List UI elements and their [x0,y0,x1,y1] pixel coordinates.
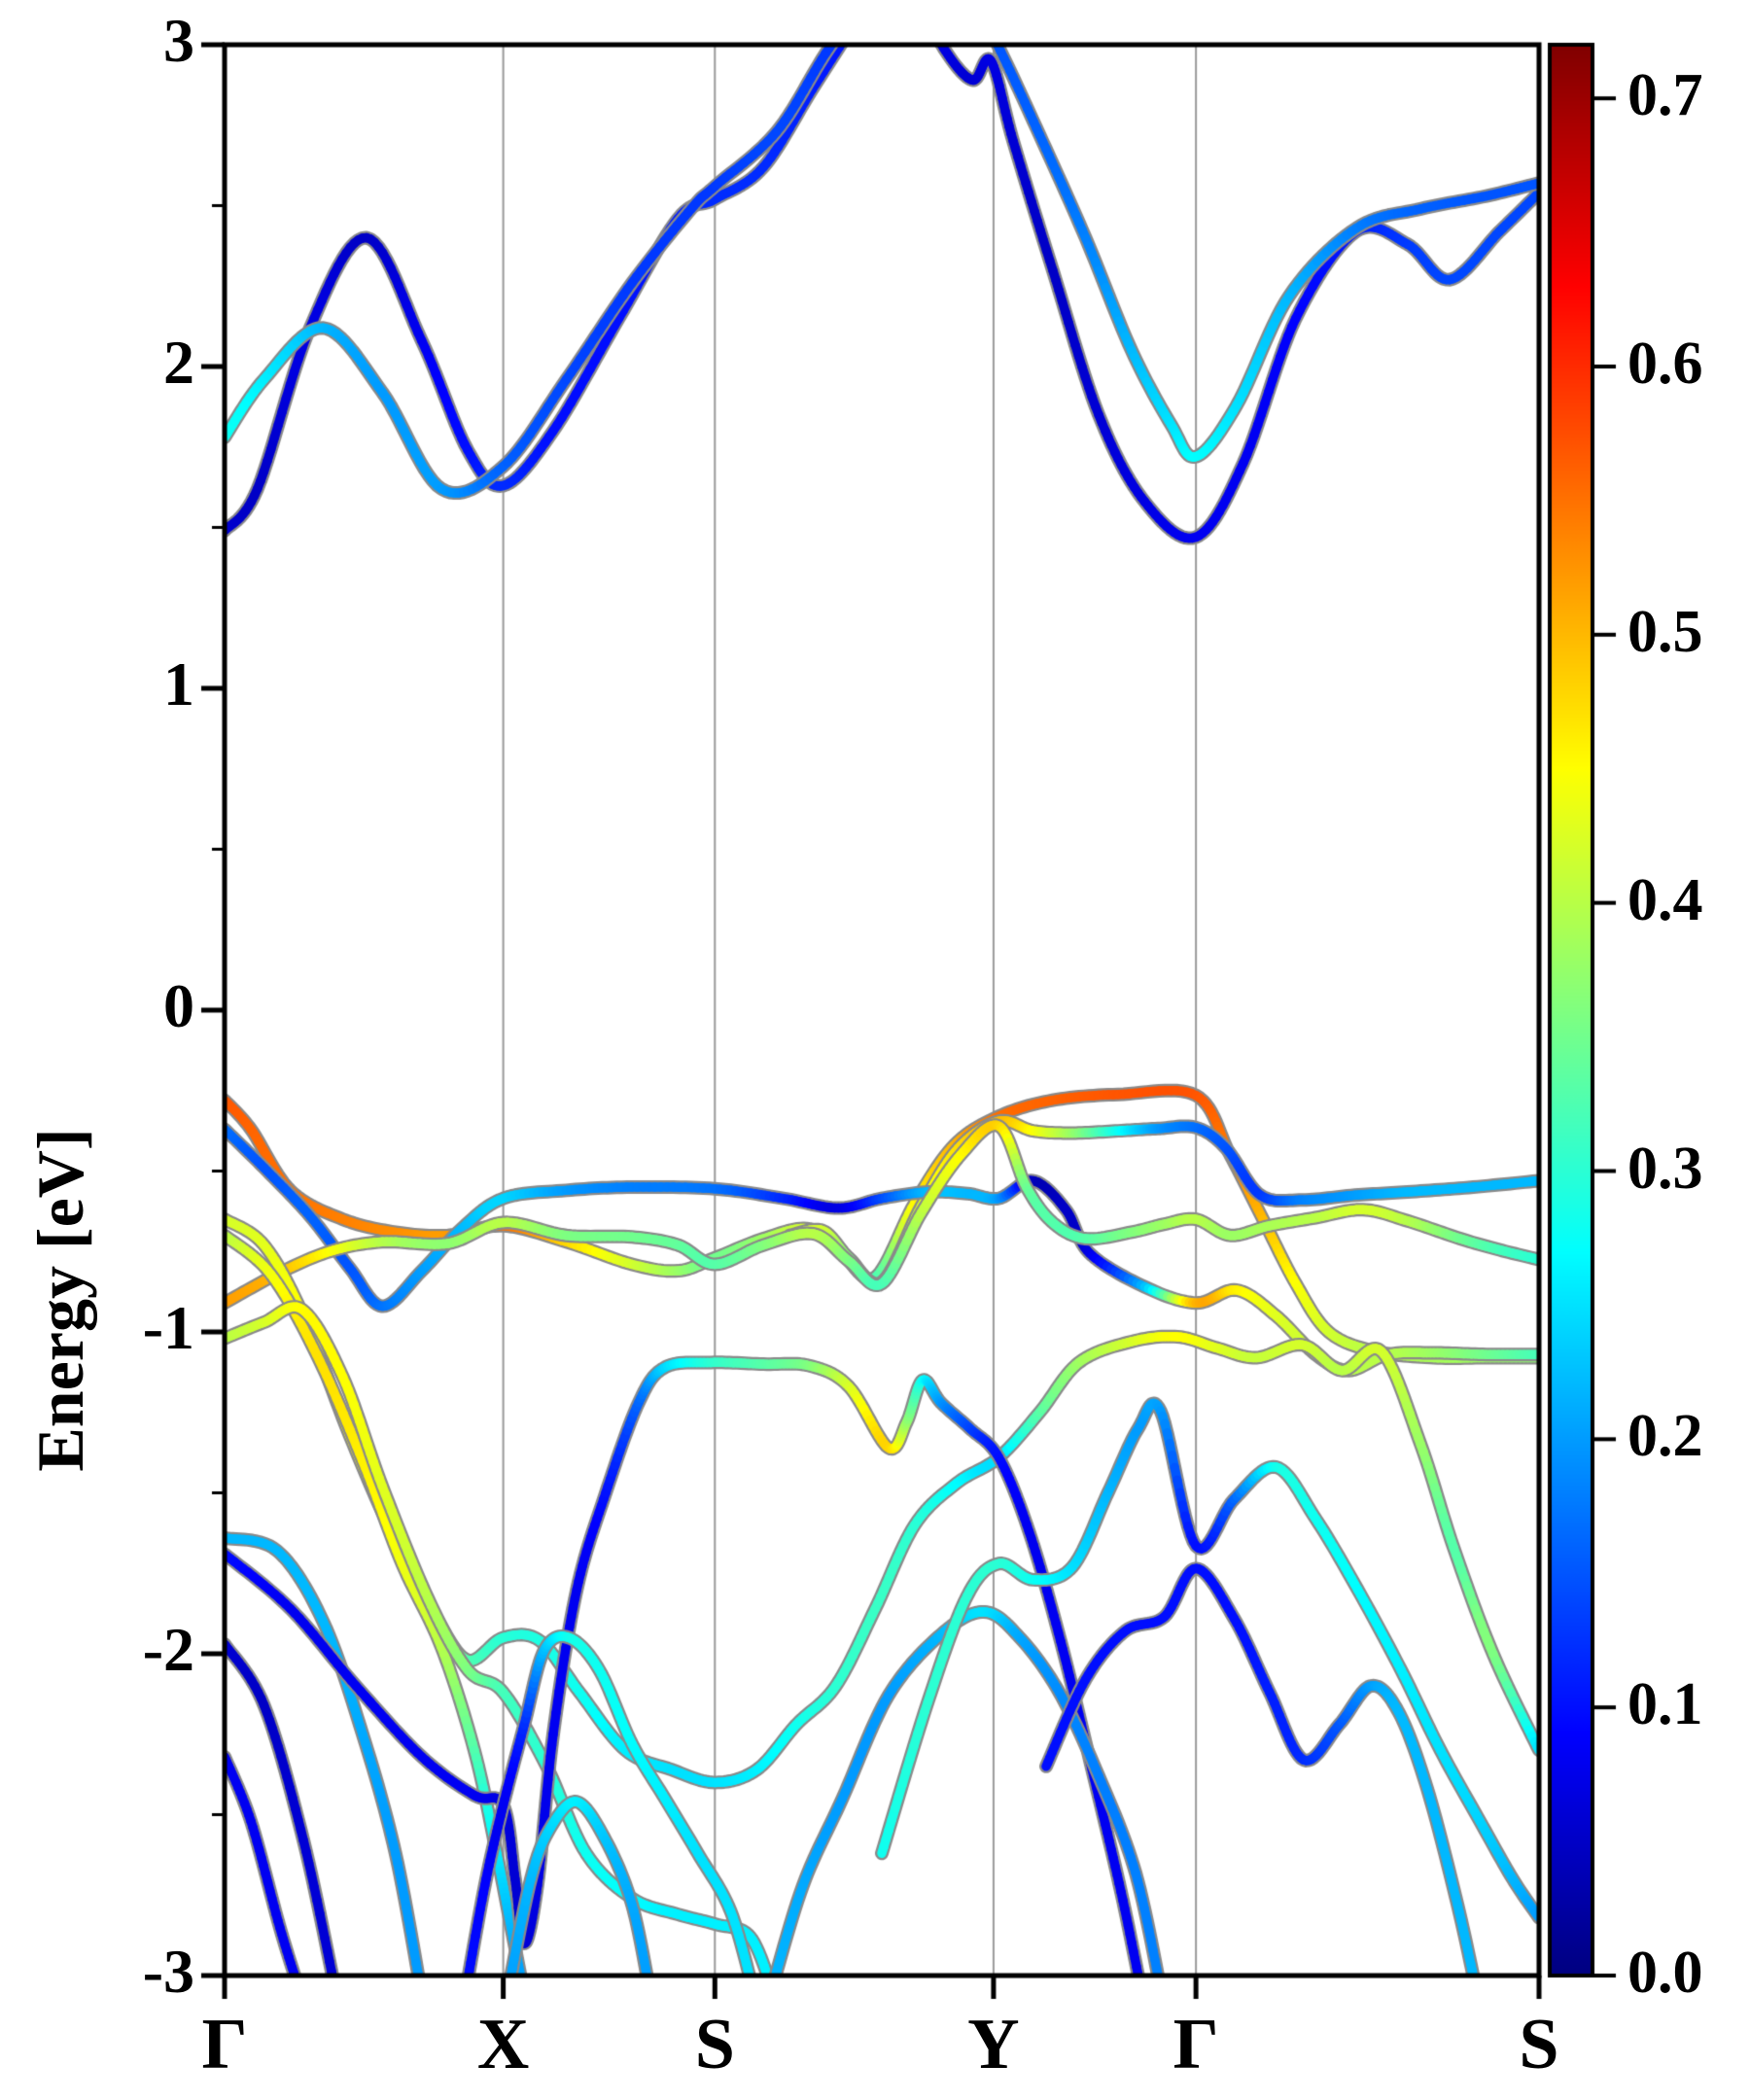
colorbar-tick-label: 0.1 [1628,1671,1703,1738]
y-axis-tick-label: 0 [163,971,194,1040]
y-axis-tick-label: 2 [163,328,194,397]
x-axis-tick-label: Γ [1172,2005,1219,2084]
y-axis-tick-label: 1 [163,649,194,718]
x-axis-tick-label: S [1519,2005,1559,2084]
colorbar-tick-label: 0.3 [1628,1135,1703,1202]
y-axis-tick-label: -2 [142,1615,194,1684]
colorbar-tick-label: 0.5 [1628,598,1703,665]
colorbar-tick-label: 0.6 [1628,331,1703,397]
colorbar-tick-label: 0.0 [1628,1940,1703,2006]
y-axis-tick-label: -3 [142,1937,194,2006]
colorbar-tick-label: 0.4 [1628,866,1703,933]
x-axis-tick-label: Y [967,2005,1020,2084]
colorbar-tick-label: 0.2 [1628,1403,1703,1470]
x-axis-tick-label: S [694,2005,735,2084]
x-axis-tick-label: X [476,2005,530,2084]
x-axis-tick-label: Γ [201,2005,248,2084]
colorbar-tick-label: 0.7 [1628,62,1703,129]
y-axis-tick-label: 3 [163,6,194,75]
y-axis-tick-label: -1 [142,1293,194,1362]
